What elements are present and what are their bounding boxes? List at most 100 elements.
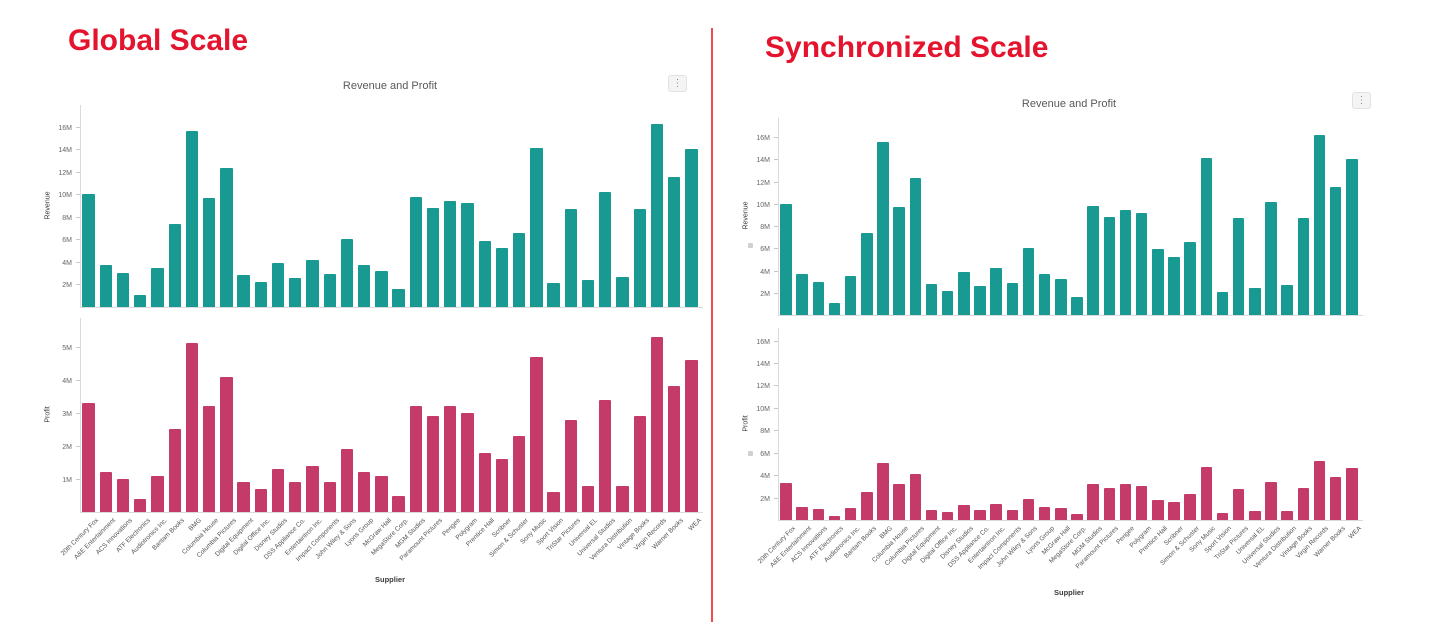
revenue-bar[interactable]	[1055, 279, 1067, 315]
profit-bar[interactable]	[599, 399, 612, 512]
revenue-bar[interactable]	[289, 277, 302, 307]
profit-bar[interactable]	[1168, 502, 1180, 520]
revenue-bar[interactable]	[1168, 257, 1180, 315]
chart-menu-button[interactable]: ⋮	[668, 75, 687, 92]
profit-bar[interactable]	[633, 416, 646, 512]
profit-bar[interactable]	[340, 449, 354, 512]
profit-bar[interactable]	[909, 474, 922, 520]
profit-bar[interactable]	[1038, 506, 1051, 520]
profit-bar[interactable]	[1329, 477, 1342, 520]
profit-bar[interactable]	[974, 509, 986, 520]
profit-bar[interactable]	[1232, 488, 1245, 520]
profit-bar[interactable]	[237, 482, 250, 512]
revenue-bar[interactable]	[1265, 201, 1277, 315]
profit-bar[interactable]	[220, 376, 233, 512]
revenue-bar[interactable]	[461, 203, 474, 307]
profit-bar[interactable]	[185, 343, 199, 512]
revenue-bar[interactable]	[392, 289, 405, 307]
profit-bar[interactable]	[375, 475, 388, 512]
revenue-bar[interactable]	[134, 294, 147, 307]
revenue-bar[interactable]	[1152, 249, 1164, 315]
revenue-bar[interactable]	[1119, 210, 1132, 315]
revenue-bar[interactable]	[340, 239, 354, 307]
profit-bar[interactable]	[796, 506, 808, 520]
profit-bar[interactable]	[530, 356, 543, 512]
profit-bar[interactable]	[134, 498, 147, 512]
revenue-bar[interactable]	[82, 194, 95, 307]
revenue-bar[interactable]	[116, 273, 130, 307]
revenue-bar[interactable]	[685, 149, 698, 307]
profit-bar[interactable]	[426, 416, 440, 512]
profit-bar[interactable]	[289, 482, 302, 512]
revenue-bar[interactable]	[1071, 297, 1083, 315]
revenue-bar[interactable]	[323, 274, 336, 307]
profit-bar[interactable]	[990, 504, 1002, 520]
profit-bar[interactable]	[99, 472, 112, 512]
profit-bar[interactable]	[780, 483, 792, 520]
revenue-bar[interactable]	[564, 208, 577, 307]
profit-bar[interactable]	[444, 406, 457, 512]
revenue-bar[interactable]	[220, 168, 233, 307]
profit-bar[interactable]	[1200, 467, 1213, 520]
revenue-bar[interactable]	[990, 268, 1002, 315]
profit-bar[interactable]	[82, 402, 95, 512]
revenue-bar[interactable]	[1329, 187, 1342, 315]
profit-bar[interactable]	[1071, 514, 1083, 520]
revenue-bar[interactable]	[237, 275, 250, 307]
profit-bar[interactable]	[1119, 484, 1132, 520]
profit-bar[interactable]	[893, 484, 905, 520]
profit-bar[interactable]	[812, 508, 825, 520]
profit-bar[interactable]	[564, 419, 577, 512]
revenue-bar[interactable]	[1200, 158, 1213, 315]
profit-bar[interactable]	[547, 492, 560, 512]
profit-bar[interactable]	[151, 475, 164, 512]
revenue-bar[interactable]	[1006, 282, 1019, 315]
revenue-bar[interactable]	[861, 232, 873, 315]
profit-bar[interactable]	[495, 459, 509, 512]
revenue-bar[interactable]	[616, 276, 629, 307]
revenue-bar[interactable]	[444, 201, 457, 307]
profit-bar[interactable]	[844, 507, 857, 520]
profit-bar[interactable]	[1184, 494, 1196, 520]
revenue-bar[interactable]	[796, 273, 808, 315]
profit-bar[interactable]	[668, 386, 681, 512]
profit-bar[interactable]	[1249, 511, 1261, 520]
profit-bar[interactable]	[581, 485, 595, 512]
revenue-bar[interactable]	[974, 286, 986, 315]
revenue-bar[interactable]	[478, 240, 491, 307]
revenue-bar[interactable]	[1135, 212, 1148, 315]
revenue-bar[interactable]	[780, 203, 792, 315]
revenue-bar[interactable]	[1184, 241, 1196, 315]
profit-bar[interactable]	[1022, 498, 1035, 520]
revenue-bar[interactable]	[203, 197, 216, 307]
revenue-bar[interactable]	[1087, 206, 1099, 315]
revenue-bar[interactable]	[599, 192, 612, 307]
profit-bar[interactable]	[861, 491, 873, 520]
revenue-bar[interactable]	[668, 177, 681, 307]
revenue-bar[interactable]	[426, 207, 440, 307]
profit-bar[interactable]	[203, 406, 216, 512]
revenue-bar[interactable]	[1022, 248, 1035, 315]
revenue-bar[interactable]	[254, 282, 267, 307]
profit-bar[interactable]	[306, 465, 319, 512]
profit-bar[interactable]	[1313, 460, 1326, 520]
profit-bar[interactable]	[1265, 481, 1277, 520]
revenue-bar[interactable]	[877, 141, 889, 315]
profit-bar[interactable]	[1152, 499, 1164, 520]
revenue-bar[interactable]	[844, 276, 857, 315]
revenue-bar[interactable]	[1281, 285, 1293, 315]
profit-bar[interactable]	[254, 488, 267, 512]
profit-bar[interactable]	[478, 452, 491, 512]
revenue-bar[interactable]	[271, 263, 285, 307]
profit-bar[interactable]	[1135, 486, 1148, 520]
revenue-bar[interactable]	[1232, 218, 1245, 315]
revenue-bar[interactable]	[530, 148, 543, 307]
profit-bar[interactable]	[941, 512, 954, 520]
revenue-bar[interactable]	[1103, 217, 1116, 315]
profit-bar[interactable]	[958, 505, 970, 520]
profit-bar[interactable]	[1103, 487, 1116, 520]
revenue-bar[interactable]	[925, 283, 938, 315]
profit-bar[interactable]	[409, 406, 422, 512]
revenue-bar[interactable]	[306, 259, 319, 307]
revenue-bar[interactable]	[358, 265, 371, 307]
